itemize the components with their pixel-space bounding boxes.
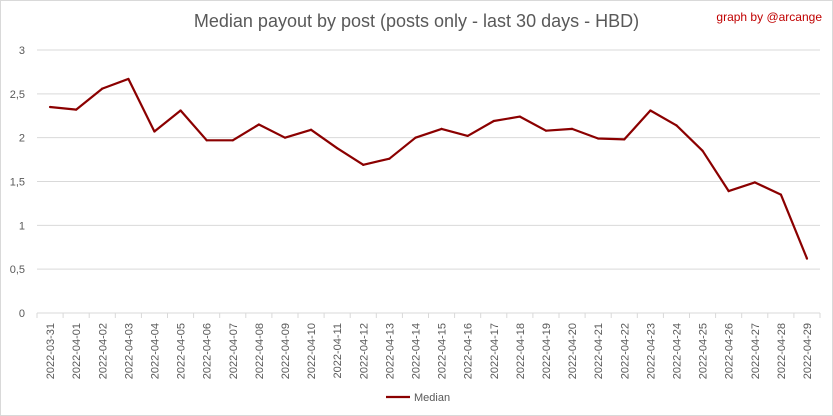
x-tick-label: 2022-04-10 — [306, 323, 318, 379]
y-tick-label: 2 — [19, 133, 25, 145]
x-tick-label: 2022-04-21 — [593, 323, 605, 379]
y-tick-label: 2,5 — [10, 89, 25, 101]
data-point — [336, 147, 339, 150]
data-point — [127, 77, 130, 81]
x-tick-label: 2022-04-16 — [463, 323, 475, 379]
credit-label: graph by @arcange — [716, 10, 822, 24]
x-tick-label: 2022-04-06 — [202, 323, 214, 379]
data-point — [570, 127, 574, 130]
data-point — [153, 130, 156, 133]
data-point — [675, 124, 678, 127]
data-point — [205, 139, 208, 142]
data-point — [75, 108, 78, 111]
data-point — [231, 139, 234, 142]
x-tick-label: 2022-04-13 — [384, 323, 396, 379]
series-line-median — [49, 77, 809, 260]
legend-label: Median — [414, 392, 450, 404]
x-tick-label: 2022-04-29 — [802, 323, 814, 379]
data-point — [440, 127, 443, 130]
data-point — [805, 257, 809, 260]
chart-title: Median payout by post (posts only - last… — [193, 11, 640, 31]
y-tick-label: 0 — [19, 308, 25, 320]
x-tick-label: 2022-04-14 — [410, 323, 422, 379]
data-point — [414, 136, 417, 139]
x-tick-label: 2022-04-08 — [254, 323, 266, 379]
x-tick-label: 2022-04-20 — [567, 323, 579, 379]
x-tick-label: 2022-04-17 — [489, 323, 501, 379]
y-tick-label: 1 — [19, 220, 25, 232]
data-point — [362, 163, 365, 166]
data-point — [309, 128, 313, 131]
x-tick-label: 2022-04-03 — [123, 323, 135, 379]
data-point — [649, 109, 652, 112]
data-point — [48, 105, 52, 109]
x-tick-label: 2022-03-31 — [45, 323, 57, 379]
x-tick-label: 2022-04-26 — [724, 323, 736, 379]
x-tick-label: 2022-04-01 — [71, 323, 83, 379]
x-tick-label: 2022-04-02 — [97, 323, 109, 379]
y-tick-label: 3 — [19, 45, 25, 57]
data-point — [388, 157, 391, 160]
data-point — [544, 129, 548, 132]
y-tick-label: 0,5 — [10, 264, 25, 276]
data-point — [753, 181, 756, 184]
data-point — [101, 87, 104, 90]
y-tick-label: 1,5 — [10, 177, 25, 189]
x-tick-label: 2022-04-15 — [437, 323, 449, 379]
x-tick-label: 2022-04-19 — [541, 323, 553, 379]
data-point — [179, 109, 182, 112]
data-point — [257, 123, 260, 126]
x-tick-label: 2022-04-05 — [176, 323, 188, 379]
x-tick-label: 2022-04-23 — [645, 323, 657, 379]
data-point — [727, 190, 730, 193]
data-point — [623, 138, 626, 141]
data-point — [701, 149, 704, 152]
data-point — [283, 136, 287, 139]
x-tick-label: 2022-04-04 — [149, 323, 161, 379]
data-point — [466, 134, 469, 138]
x-tick-label: 2022-04-28 — [776, 323, 788, 379]
x-tick-label: 2022-04-25 — [698, 323, 710, 379]
data-point — [597, 137, 600, 140]
x-tick-label: 2022-04-18 — [515, 323, 527, 379]
x-tick-label: 2022-04-11 — [332, 323, 344, 378]
x-tick-label: 2022-04-09 — [280, 323, 292, 379]
x-tick-label: 2022-04-07 — [228, 323, 240, 379]
x-tick-label: 2022-04-12 — [358, 323, 370, 379]
data-point — [779, 193, 782, 196]
x-tick-label: 2022-04-27 — [750, 323, 762, 379]
x-tick-label: 2022-04-22 — [619, 323, 631, 379]
data-point — [492, 119, 495, 123]
data-point — [518, 115, 521, 118]
x-tick-label: 2022-04-24 — [671, 323, 683, 379]
